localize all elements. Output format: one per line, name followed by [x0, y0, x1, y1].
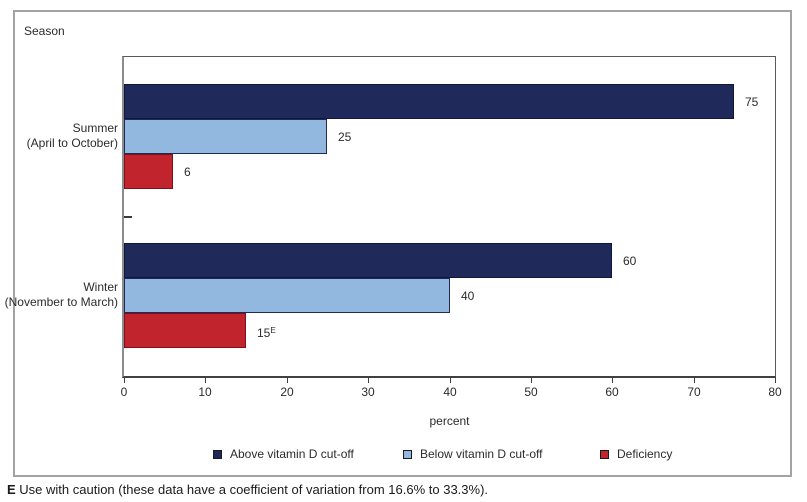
legend-label: Above vitamin D cut-off	[230, 447, 354, 461]
bar	[124, 84, 734, 119]
x-axis-tick	[287, 378, 288, 383]
bar	[124, 154, 173, 189]
category-label-summer: Summer (April to October)	[27, 121, 118, 151]
x-axis-tick-label: 30	[361, 385, 375, 399]
category-separator-tick	[124, 216, 132, 218]
x-axis-tick	[775, 378, 776, 383]
legend-swatch-above-cutoff	[213, 449, 222, 459]
footnote-marker: E	[7, 482, 16, 497]
bar	[124, 119, 327, 154]
footnote-text: Use with caution (these data have a coef…	[15, 482, 489, 497]
legend-label: Deficiency	[617, 447, 673, 461]
x-axis-tick	[694, 378, 695, 383]
legend-label: Below vitamin D cut-off	[420, 447, 543, 461]
category-label-line: (April to October)	[26, 136, 118, 150]
x-axis-tick	[612, 378, 613, 383]
legend-swatch-below-cutoff	[403, 449, 412, 459]
bar	[124, 278, 450, 313]
category-label-line: (November to March)	[4, 295, 118, 309]
x-axis-tick-label: 40	[443, 385, 457, 399]
category-label-line: Summer	[72, 121, 118, 135]
x-axis-tick-label: 80	[768, 385, 782, 399]
bar-value-label: 40	[461, 289, 475, 303]
x-axis-tick	[450, 378, 451, 383]
plot-area: 75 60 25 40 6 15E	[122, 56, 776, 378]
x-axis-tick-label: 50	[524, 385, 538, 399]
x-axis-tick	[531, 378, 532, 383]
bar	[124, 313, 246, 348]
x-axis-tick	[124, 378, 125, 383]
legend-swatch-deficiency	[600, 449, 609, 459]
bar-value-label: 6	[184, 165, 191, 179]
bar-value-label: 25	[338, 130, 352, 144]
x-axis-tick	[205, 378, 206, 383]
legend-item-below-cutoff: Below vitamin D cut-off	[403, 447, 543, 461]
x-axis-tick-label: 70	[687, 385, 701, 399]
x-axis-tick-label: 20	[280, 385, 294, 399]
y-axis-title: Season	[24, 24, 65, 38]
bar-value-label: 75	[745, 95, 759, 109]
footnote: E Use with caution (these data have a co…	[7, 482, 488, 497]
x-axis-tick-label: 60	[605, 385, 619, 399]
x-axis-tick-label: 0	[120, 385, 128, 399]
category-label-winter: Winter (November to March)	[5, 280, 118, 310]
x-axis-tick	[368, 378, 369, 383]
category-label-line: Winter	[83, 280, 118, 294]
bar-value-label: 15E	[257, 326, 276, 340]
bar-value-label: 60	[623, 254, 637, 268]
bar	[124, 243, 612, 278]
legend-item-deficiency: Deficiency	[600, 447, 672, 461]
x-axis-title: percent	[429, 414, 470, 428]
legend-item-above-cutoff: Above vitamin D cut-off	[213, 447, 354, 461]
x-axis-tick-label: 10	[198, 385, 212, 399]
